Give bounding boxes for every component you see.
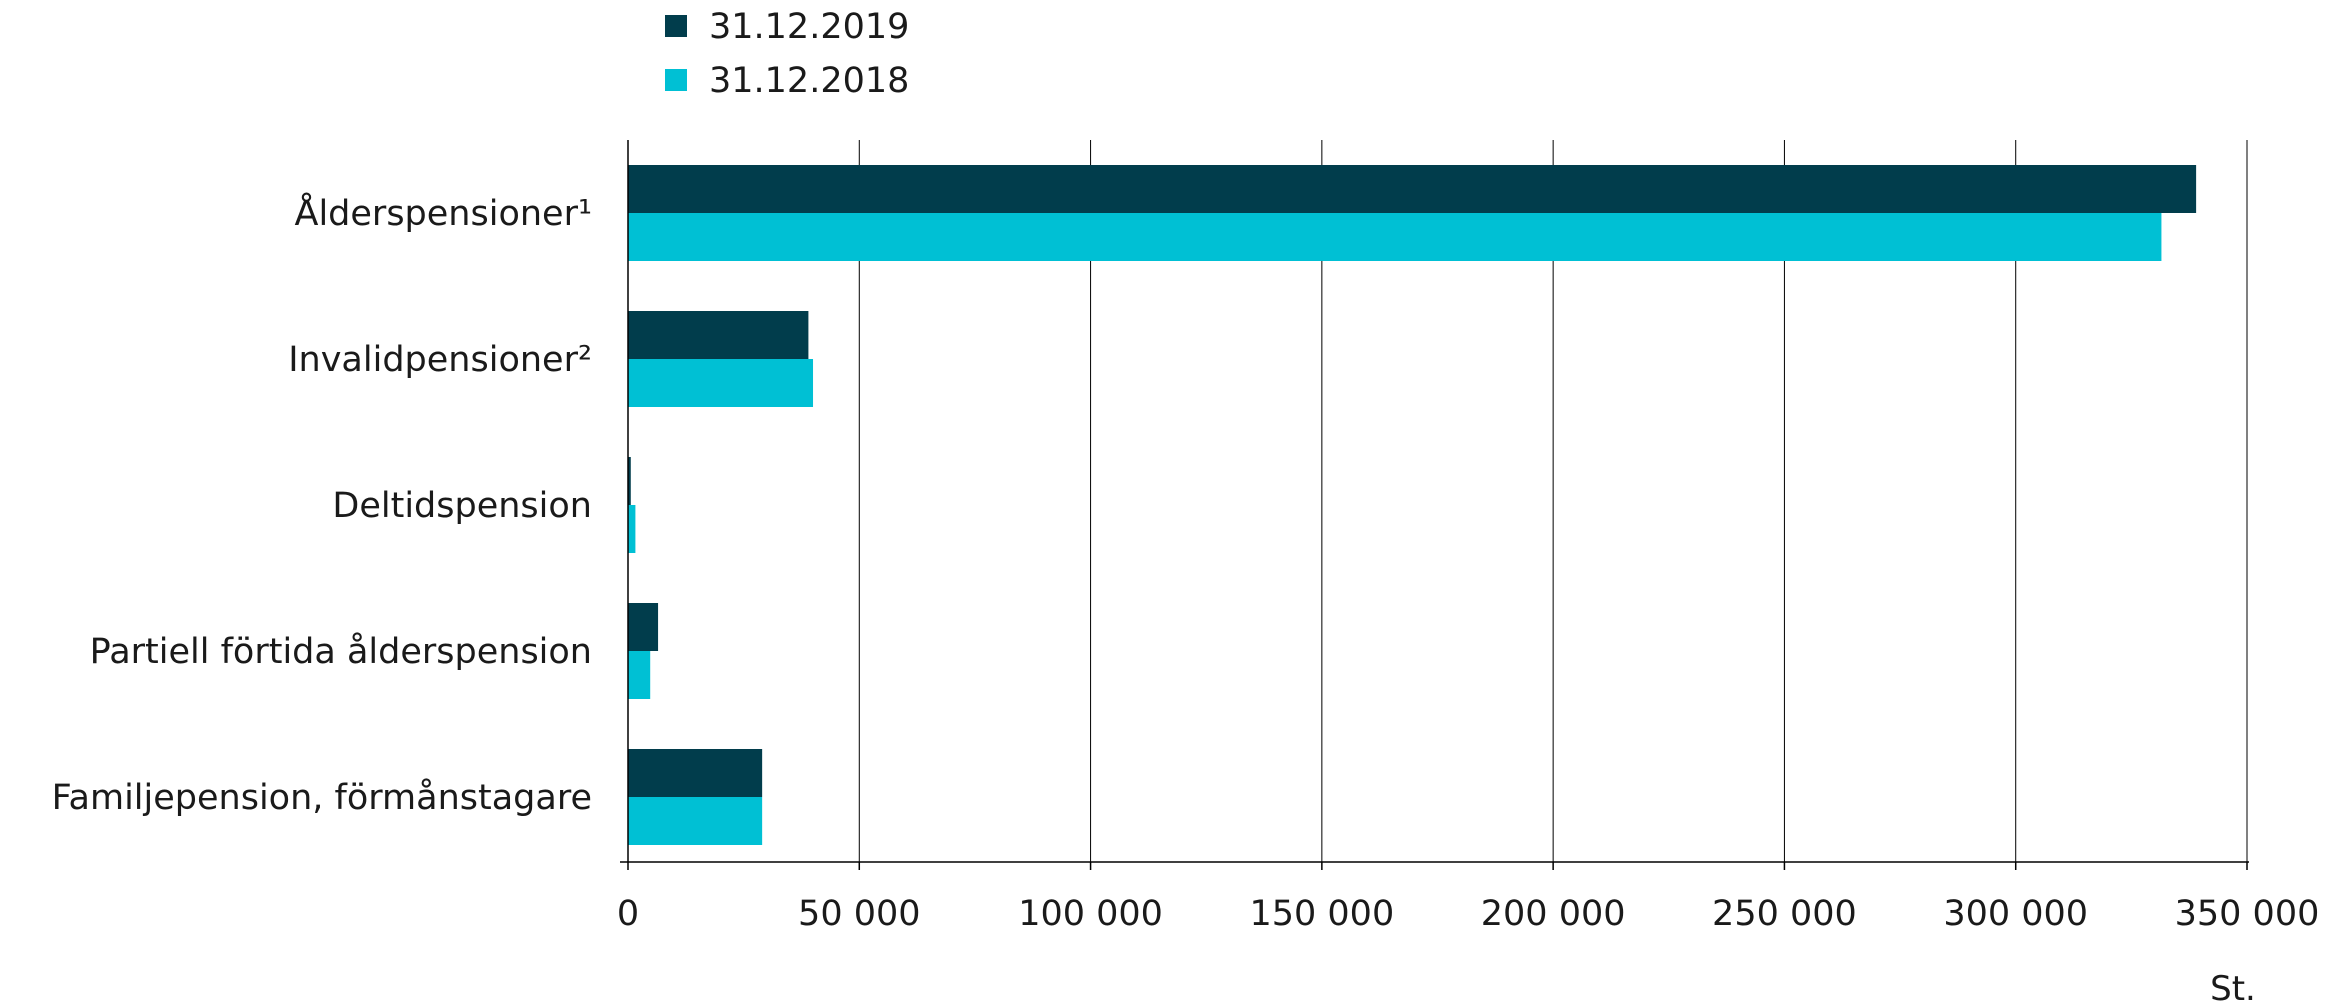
bar-31-12-2018-0 [628, 213, 2162, 261]
x-tick-label: 50 000 [798, 894, 920, 934]
bar-31-12-2018-4 [628, 797, 763, 845]
bar-31-12-2018-2 [628, 505, 636, 553]
legend-swatch [665, 15, 687, 37]
x-tick-labels: 0 50 000 100 000 150 000 200 000 250 000 300 0… [617, 894, 2320, 934]
x-tick-label: 0 [617, 894, 639, 934]
x-tick-label: 150 000 [1249, 894, 1394, 934]
axes [620, 140, 2249, 870]
bar-31-12-2019-2 [628, 457, 631, 505]
x-tick-label: 250 000 [1712, 894, 1857, 934]
bar-31-12-2018-3 [628, 651, 651, 699]
legend-label: 31.12.2018 [709, 61, 909, 101]
bar-31-12-2019-4 [628, 749, 763, 797]
x-tick-label: 350 000 [2175, 894, 2320, 934]
category-label: Invalidpensioner² [288, 340, 592, 380]
x-tick-label: 100 000 [1018, 894, 1163, 934]
bar-31-12-2019-1 [628, 311, 809, 359]
x-tick-label: 200 000 [1481, 894, 1626, 934]
bars [628, 165, 2197, 845]
category-label: Familjepension, förmånstagare [52, 777, 592, 818]
legend: 31.12.2019 31.12.2018 [665, 7, 909, 101]
legend-swatch [665, 69, 687, 91]
category-label: Ålderspensioner¹ [295, 191, 592, 234]
category-labels: Ålderspensioner¹ Invalidpensioner² Deltids… [52, 191, 592, 818]
bar-31-12-2019-0 [628, 165, 2197, 213]
x-tick-label: 300 000 [1943, 894, 2088, 934]
bar-31-12-2018-1 [628, 359, 814, 407]
unit-label: St. [2210, 969, 2256, 1008]
bar-31-12-2019-3 [628, 603, 659, 651]
legend-label: 31.12.2019 [709, 7, 909, 47]
category-label: Deltidspension [332, 486, 592, 526]
category-label: Partiell förtida ålderspension [90, 631, 592, 672]
